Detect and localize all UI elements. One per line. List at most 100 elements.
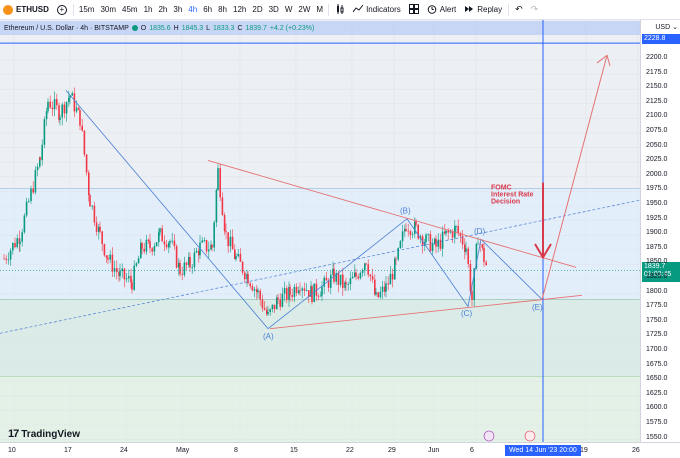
range-zone-blue [0, 188, 640, 300]
candle-body [364, 263, 366, 271]
candle-body [465, 248, 467, 252]
candle-body [113, 268, 116, 272]
timeframe-3h[interactable]: 3h [173, 5, 183, 14]
legend-title: Ethereum / U.S. Dollar · 4h · BITSTAMP [4, 24, 129, 32]
tradingview-logo-icon: 17 [8, 428, 19, 440]
time-axis[interactable]: 26 19 6 Jun 29 22 15 8 May 24 17 10 Wed 14 Jun '23 … [0, 442, 680, 458]
candle-body [169, 241, 171, 244]
timeframe-2d[interactable]: 2D [252, 5, 263, 14]
candle-body [69, 95, 71, 98]
price-tick-label: 2025.0 [646, 156, 668, 164]
candle-body [276, 297, 278, 310]
time-tick-label: 22 [346, 447, 354, 454]
timeframe-1h[interactable]: 1h [143, 5, 153, 14]
candle-body [425, 234, 427, 243]
price-tick-label: 1600.0 [646, 404, 668, 412]
replay-button[interactable]: Replay [460, 0, 506, 20]
timeframe-15m[interactable]: 15m [78, 5, 95, 14]
candle-body [47, 101, 49, 112]
crosshair-time-tag: Wed 14 Jun '23 20:00 [505, 445, 581, 456]
candle-body [317, 295, 320, 297]
candle-body [179, 262, 181, 275]
candle-body [14, 242, 16, 248]
candle-body [427, 234, 429, 235]
candle-body [464, 244, 466, 252]
candle-body [128, 275, 130, 279]
candle-body [18, 238, 21, 244]
candle-body [133, 265, 135, 290]
redo-button[interactable]: ↷ [527, 0, 543, 20]
layout-button[interactable] [405, 0, 423, 20]
timeframe-w[interactable]: W [284, 5, 293, 14]
candle-body [405, 228, 407, 231]
symbol-search-button[interactable]: ETHUSD [0, 0, 53, 20]
candle-body [401, 231, 404, 242]
chart-type-button[interactable] [331, 0, 349, 20]
candle-body [347, 284, 349, 285]
chart-pane[interactable]: FOMC Interest Rate Decision (A) (B) (C) (D) (E) [0, 20, 640, 442]
candle-body [25, 201, 28, 216]
fomc-arrow-head [534, 243, 552, 260]
candle-body [63, 104, 66, 114]
candle-body [261, 299, 264, 309]
price-axis[interactable]: USD ⌄ 2228.8 1839.7 01:03:45 2200.0 2175.… [640, 20, 680, 442]
time-tick-label: 26 [632, 447, 640, 454]
earnings-event-icon [483, 430, 495, 442]
compare-symbol-button[interactable]: + [53, 0, 71, 20]
candle-body [332, 268, 334, 275]
time-tick-label: May [176, 447, 190, 454]
candle-body [123, 268, 126, 280]
indicators-button[interactable]: Indicators [349, 0, 405, 20]
candle-body [247, 274, 249, 284]
candle-body [321, 286, 323, 296]
timeframe-2w[interactable]: 2W [298, 5, 311, 14]
tradingview-logo[interactable]: 17 TradingView [8, 428, 80, 440]
candle-body [283, 288, 286, 294]
price-tick-label: 1900.0 [646, 229, 668, 237]
undo-button[interactable]: ↶ [511, 0, 527, 20]
currency-selector[interactable]: USD ⌄ [655, 23, 678, 32]
timeframe-4h[interactable]: 4h [188, 5, 198, 14]
candle-body [404, 228, 406, 232]
projection-arrow-shaft [541, 55, 608, 300]
toolbar-divider [328, 3, 330, 16]
candle-body [98, 226, 100, 232]
triangle-upper-line [207, 160, 577, 268]
time-tick-label: Jun [428, 447, 440, 454]
candle-body [227, 232, 229, 247]
timeframe-45m[interactable]: 45m [122, 5, 138, 14]
time-tick-label: 10 [8, 447, 16, 454]
candle-body [107, 257, 109, 260]
candle-body [215, 189, 218, 223]
candle-body [473, 268, 475, 300]
candle-body [298, 290, 300, 294]
trend-line-blue [65, 90, 269, 329]
timeframe-30m[interactable]: 30m [100, 5, 117, 14]
timeframe-3d[interactable]: 3D [268, 5, 279, 14]
candle-body [173, 240, 176, 247]
price-tick-label: 1800.0 [646, 287, 668, 295]
candle-body [483, 247, 485, 263]
timeframe-m[interactable]: M [316, 5, 324, 14]
candle-body [361, 270, 364, 273]
alert-button[interactable]: Alert [423, 0, 460, 20]
candle-body [439, 239, 442, 249]
candle-body [437, 239, 439, 247]
timeframe-2h[interactable]: 2h [158, 5, 168, 14]
timeframe-6h[interactable]: 6h [203, 5, 213, 14]
candle-body [118, 272, 120, 277]
candle-body [188, 257, 190, 265]
candle-body [183, 262, 186, 275]
candle-body [161, 228, 163, 242]
price-tick-label: 2000.0 [646, 170, 668, 178]
candle-body [279, 299, 281, 307]
candle-body [369, 274, 372, 277]
toolbar-divider [72, 3, 74, 16]
candle-body [191, 267, 193, 268]
timeframe-12h[interactable]: 12h [233, 5, 247, 14]
candle-body [281, 293, 284, 307]
candle-body [394, 258, 396, 280]
candle-body [277, 297, 279, 300]
timeframe-8h[interactable]: 8h [218, 5, 228, 14]
